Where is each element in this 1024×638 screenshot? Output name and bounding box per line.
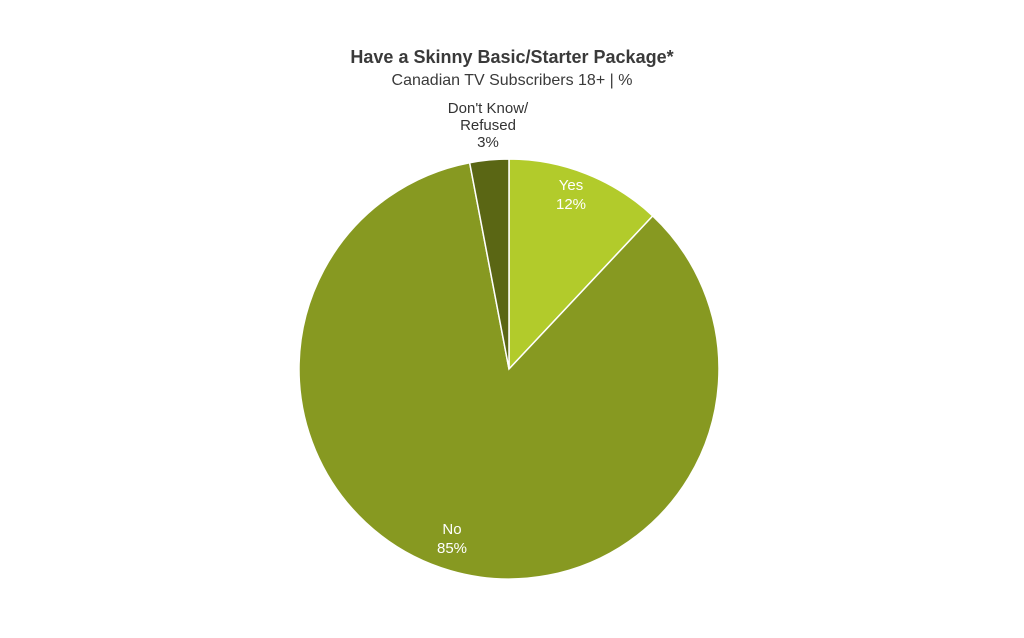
slice-label-no: No 85%	[437, 521, 467, 557]
pie-slice-no	[298, 161, 720, 580]
pie-slice-don-t-know-refused	[468, 158, 510, 370]
slice-label-don-t-know-refused: Don't Know/Refused 3%	[448, 100, 529, 151]
chart-title: Have a Skinny Basic/Starter Package*	[350, 47, 674, 67]
chart-subtitle: Canadian TV Subscribers 18+ | %	[391, 72, 633, 89]
pie-slice-yes	[508, 158, 654, 371]
slice-label-yes: Yes 12%	[556, 177, 586, 213]
